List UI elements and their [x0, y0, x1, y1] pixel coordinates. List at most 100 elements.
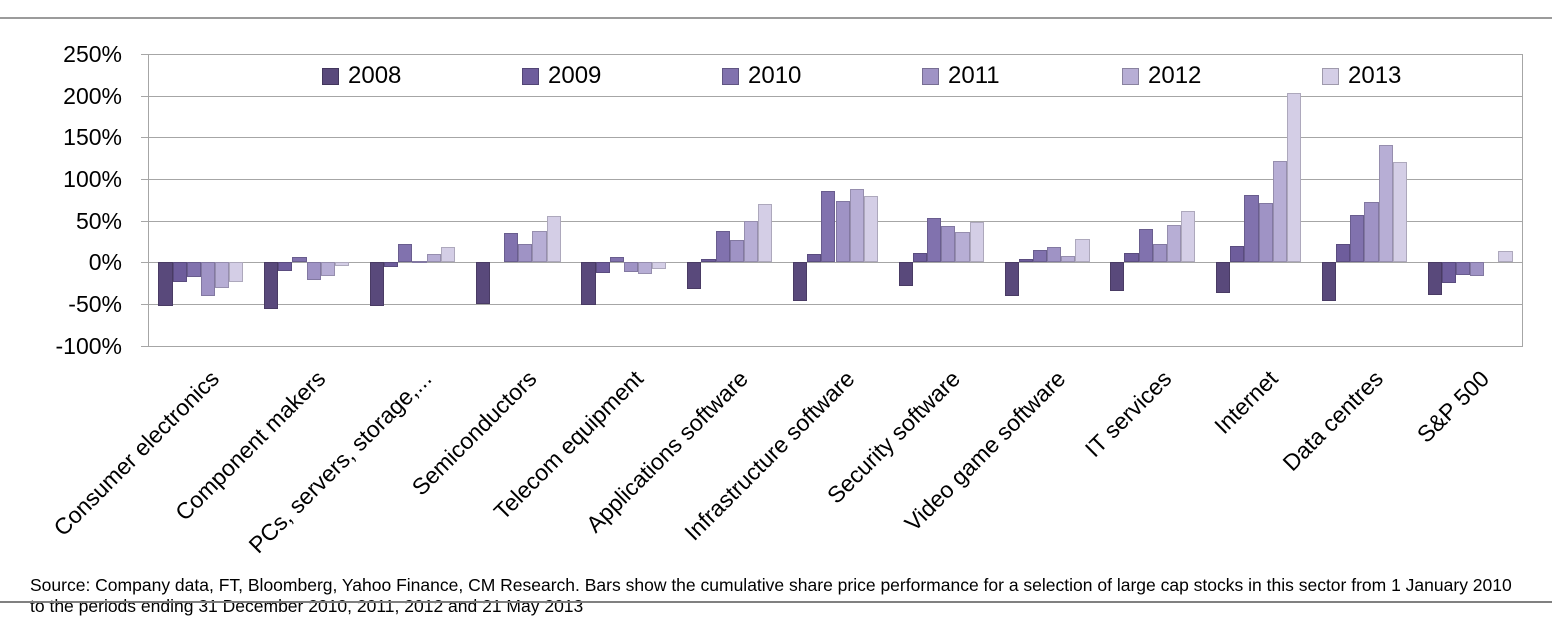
bar-2012-video-game-software — [1061, 256, 1076, 263]
bar-2008-component-makers — [264, 262, 279, 309]
bar-2008-video-game-software — [1004, 262, 1019, 296]
bar-2011-infrastructure-software — [835, 200, 850, 263]
bar-2013-infrastructure-software — [863, 195, 878, 263]
bar-2009-consumer-electronics — [172, 262, 187, 283]
y-tick-mark — [141, 95, 148, 97]
legend-swatch-icon — [1122, 67, 1139, 85]
bar-2013-video-game-software — [1075, 238, 1090, 263]
category-label: Internet — [1208, 365, 1283, 439]
bar-2008-semiconductors — [475, 262, 490, 304]
bar-2009-it-services — [1124, 253, 1139, 263]
bar-2009-s-p-500 — [1441, 262, 1456, 284]
y-tick-label: 250% — [63, 41, 122, 67]
bar-2009-data-centres — [1336, 243, 1351, 263]
bottom-divider — [0, 601, 1552, 603]
y-tick-label: -100% — [55, 332, 122, 359]
bar-2012-internet — [1272, 161, 1287, 263]
bar-2008-data-centres — [1321, 262, 1336, 301]
bar-2008-telecom-equipment — [581, 262, 596, 305]
legend-swatch-icon — [722, 67, 739, 85]
bar-2011-internet — [1258, 203, 1273, 263]
gridline — [148, 178, 1523, 180]
bar-2011-s-p-500 — [1470, 262, 1485, 276]
y-tick-label: 100% — [63, 165, 122, 192]
legend-swatch-icon — [522, 67, 539, 85]
category-label: IT services — [1079, 365, 1177, 463]
plot-right-border — [1522, 54, 1523, 346]
bar-2008-infrastructure-software — [793, 262, 808, 302]
legend-label: 2012 — [1148, 62, 1202, 89]
bar-2010-security-software — [927, 218, 942, 263]
bar-2013-telecom-equipment — [652, 262, 667, 269]
bar-2010-internet — [1244, 194, 1259, 263]
source-note: Source: Company data, FT, Bloomberg, Yah… — [30, 574, 1512, 616]
legend-label: 2010 — [748, 62, 802, 89]
y-tick-label: -50% — [68, 290, 122, 317]
gridline — [148, 137, 1523, 139]
gridline — [148, 95, 1523, 97]
bar-2009-internet — [1230, 246, 1245, 263]
bar-2013-applications-software — [758, 203, 773, 263]
bar-2008-internet — [1216, 262, 1231, 294]
bar-2011-telecom-equipment — [623, 262, 639, 273]
legend-item-2011: 2011 — [922, 63, 1000, 89]
category-label: PCs, servers, storage,... — [243, 365, 437, 559]
gridline — [148, 303, 1523, 305]
y-tick-mark — [141, 137, 148, 139]
bar-2013-it-services — [1181, 211, 1196, 263]
bar-2009-component-makers — [278, 262, 293, 271]
top-divider — [0, 17, 1552, 19]
bar-2010-consumer-electronics — [186, 262, 201, 278]
bar-2011-security-software — [941, 226, 956, 263]
bar-2012-consumer-electronics — [215, 262, 230, 289]
legend-label: 2009 — [548, 62, 602, 89]
bar-2009-pcs-servers-storage — [384, 262, 399, 268]
y-tick-label: 150% — [63, 124, 122, 151]
category-label: Data centres — [1277, 365, 1389, 476]
y-tick-mark — [141, 54, 148, 55]
y-tick-mark — [141, 345, 148, 347]
legend-swatch-icon — [922, 67, 939, 85]
bar-2011-semiconductors — [518, 243, 533, 263]
legend-swatch-icon — [1322, 67, 1339, 85]
legend-item-2013: 2013 — [1322, 63, 1401, 89]
bar-2008-security-software — [898, 262, 913, 287]
bar-2010-applications-software — [715, 230, 730, 263]
bar-2011-consumer-electronics — [200, 262, 216, 296]
y-axis-line — [148, 54, 149, 346]
bar-2012-component-makers — [320, 262, 335, 277]
legend-item-2009: 2009 — [522, 63, 601, 89]
gridline — [148, 345, 1523, 347]
legend-label: 2011 — [948, 62, 1000, 89]
bar-2011-it-services — [1152, 243, 1167, 263]
bar-2012-it-services — [1166, 224, 1182, 263]
bar-2009-applications-software — [701, 258, 716, 263]
bar-2011-applications-software — [729, 239, 744, 263]
bar-2009-infrastructure-software — [807, 253, 822, 263]
gridline — [148, 262, 1523, 264]
bar-2010-telecom-equipment — [609, 257, 624, 263]
bar-2012-infrastructure-software — [849, 188, 864, 263]
bar-2010-component-makers — [292, 257, 307, 263]
bar-2010-data-centres — [1350, 214, 1365, 263]
y-tick-label: 200% — [63, 82, 122, 109]
bar-2008-it-services — [1110, 262, 1125, 291]
bar-2012-pcs-servers-storage — [426, 253, 441, 263]
bar-2011-pcs-servers-storage — [412, 260, 427, 263]
bar-2008-applications-software — [687, 262, 702, 289]
y-tick-mark — [141, 220, 148, 222]
bar-2010-s-p-500 — [1455, 262, 1471, 275]
legend-item-2008: 2008 — [322, 63, 401, 89]
bar-2011-data-centres — [1364, 202, 1379, 263]
bar-2012-semiconductors — [532, 231, 547, 263]
bar-2013-pcs-servers-storage — [440, 247, 455, 263]
bar-2011-video-game-software — [1047, 247, 1062, 263]
gridline — [148, 54, 1523, 55]
bar-2013-internet — [1286, 93, 1302, 263]
bar-2013-component-makers — [334, 262, 350, 266]
bar-2010-it-services — [1138, 228, 1153, 263]
category-label: S&P 500 — [1411, 365, 1494, 448]
bar-2013-consumer-electronics — [229, 262, 244, 283]
legend-label: 2013 — [1348, 62, 1402, 89]
